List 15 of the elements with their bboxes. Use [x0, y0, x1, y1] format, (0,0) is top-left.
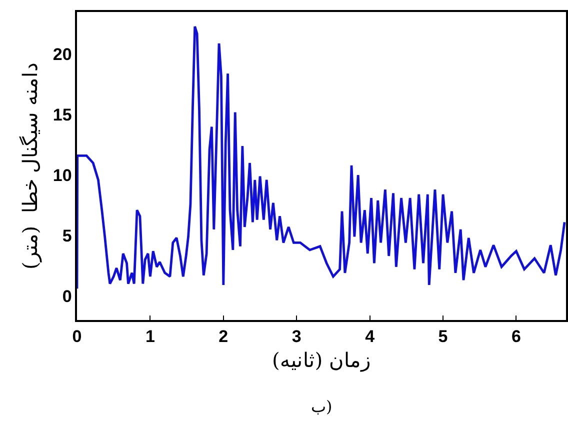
x-tick-label: 3 [292, 327, 302, 346]
x-tick-label: 1 [145, 327, 155, 346]
x-tick-label: 6 [511, 327, 521, 346]
x-tick-label: 4 [365, 327, 376, 346]
line-series [77, 25, 566, 290]
x-axis-title: زمان (ثانیه) [272, 348, 371, 372]
x-tick-label: 5 [438, 327, 448, 346]
x-tick-label: 2 [218, 327, 228, 346]
y-tick-label: 20 [52, 45, 72, 64]
y-tick-label: 15 [52, 106, 72, 125]
y-axis-title: دامنه سیگنال خطا (متر) [18, 62, 42, 270]
y-tick-label: 10 [52, 166, 72, 186]
y-tick-label: 0 [62, 286, 72, 306]
y-tick-label: 5 [62, 226, 72, 246]
text: ب) [311, 397, 332, 416]
